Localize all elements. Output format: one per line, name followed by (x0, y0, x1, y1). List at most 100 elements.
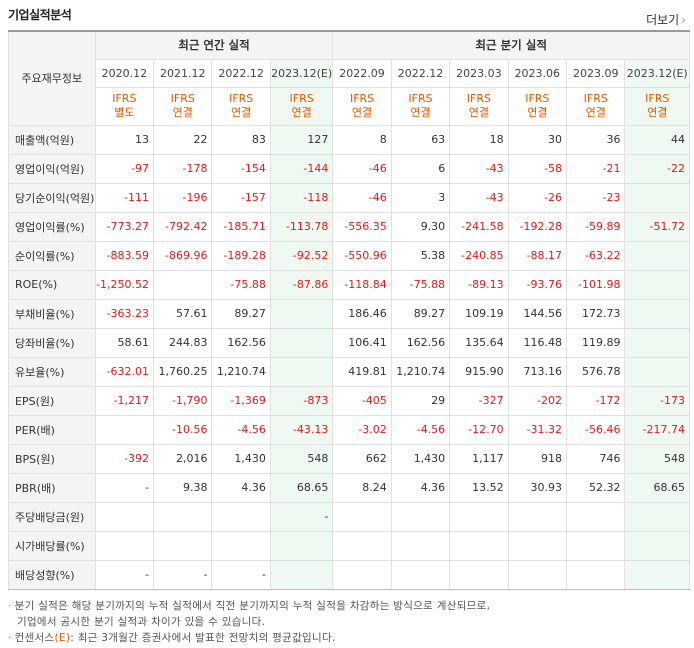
table-cell: -89.13 (449, 269, 509, 300)
table-row: 주당배당금(원) - (8, 501, 690, 532)
table-cell: -46 (332, 182, 392, 213)
table-cell: 13.52 (449, 472, 509, 503)
table-cell: 548 (269, 443, 334, 474)
table-cell: -75.88 (211, 269, 271, 300)
period-date: 2022.09 (332, 58, 392, 88)
row-label: 주당배당금(원) (8, 501, 96, 532)
table-cell: -154 (211, 153, 271, 184)
table-cell (449, 530, 509, 561)
corner-header: 주요재무정보 (8, 30, 96, 126)
table-cell (624, 240, 690, 271)
table-row: 매출액(억원) 13 22 83 127 8 63 18 30 36 44 (8, 124, 690, 155)
row-label: 당기순이익(억원) (8, 182, 96, 213)
table-row: PER(배) -10.56 -4.56 -43.13 -3.02 -4.56 -12.70-… (8, 414, 690, 445)
table-row: 영업이익(억원) -97 -178 -154 -144 -46 6 -43 -58 -21 -22 (8, 153, 690, 184)
table-cell: -93.76 (507, 269, 568, 300)
period-ifrs: IFRS 연결 (566, 86, 626, 126)
table-cell: 9.38 (153, 472, 213, 503)
footnote-2: · 컨센서스(E): 최근 3개월간 증권사에서 발표한 전망치의 평균값입니다. (8, 632, 336, 644)
table-cell (624, 501, 690, 532)
table-cell (94, 530, 155, 561)
table-cell: -46 (332, 153, 392, 184)
row-label: PBR(배) (8, 472, 96, 503)
table-cell: 106.41 (332, 327, 392, 358)
table-cell: - (153, 559, 213, 590)
table-cell: 89.27 (390, 298, 451, 329)
period-ifrs: IFRS 연결 (624, 86, 690, 126)
period-date: 2023.06 (507, 58, 568, 88)
table-cell: -31.32 (507, 414, 568, 445)
table-cell (94, 414, 155, 445)
footnote-2-e: (E) (54, 632, 71, 644)
table-cell: -178 (153, 153, 213, 184)
quarter-header: 최근 분기 실적 (332, 30, 690, 60)
table-cell: -185.71 (211, 211, 271, 242)
footnote-1: · 분기 실적은 해당 분기까지의 누적 실적에서 직전 분기까지의 누적 실적을… (8, 600, 491, 612)
table-cell (153, 269, 213, 300)
table-cell: -240.85 (449, 240, 509, 271)
ifrs-standard: IFRS (112, 92, 137, 105)
financial-table-body: 매출액(억원) 13 22 83 127 8 63 18 30 36 44 영업이익(억원) -97 -1… (8, 124, 690, 590)
table-cell: -792.42 (153, 211, 213, 242)
table-cell: -873 (269, 385, 334, 416)
table-cell (390, 501, 451, 532)
table-cell: 109.19 (449, 298, 509, 329)
table-cell: -43.13 (269, 414, 334, 445)
table-cell: -92.52 (269, 240, 334, 271)
footnote-1-cont: 기업에서 공시한 분기 실적과 차이가 있을 수 있습니다. (17, 616, 266, 628)
table-cell (624, 530, 690, 561)
table-cell: 4.36 (211, 472, 271, 503)
table-cell: 746 (566, 443, 626, 474)
table-cell: -87.86 (269, 269, 334, 300)
table-row: PBR(배) -9.38 4.36 68.65 8.24 4.36 13.52 30.93 52… (8, 472, 690, 503)
table-cell: - (211, 559, 271, 590)
table-cell: -56.46 (566, 414, 626, 445)
table-row: 영업이익률(%) -773.27 -792.42 -185.71 -113.78 -556… (8, 211, 690, 242)
table-cell: 127 (269, 124, 334, 155)
table-cell: 162.56 (211, 327, 271, 358)
table-cell: 13 (94, 124, 155, 155)
table-cell (624, 356, 690, 387)
table-cell (153, 530, 213, 561)
table-cell: - (94, 472, 155, 503)
table-cell: 548 (624, 443, 690, 474)
table-cell: 22 (153, 124, 213, 155)
table-cell: -97 (94, 153, 155, 184)
annual-header: 최근 연간 실적 (94, 30, 334, 60)
table-cell: 172.73 (566, 298, 626, 329)
row-label: 순이익률(%) (8, 240, 96, 271)
table-row: EPS(원) -1,217 -1,790 -1,369 -873 -405 29 -327 -2… (8, 385, 690, 416)
table-cell (211, 501, 271, 532)
table-cell: -869.96 (153, 240, 213, 271)
period-date: 2023.12(E) (269, 58, 334, 88)
more-link[interactable]: 더보기 › (646, 11, 686, 28)
period-date: 2023.12(E) (624, 58, 690, 88)
table-cell (269, 327, 334, 358)
row-label: 당좌비율(%) (8, 327, 96, 358)
period-ifrs: IFRS 연결 (211, 86, 271, 126)
table-cell (269, 356, 334, 387)
period-ifrs: IFRS 연결 (449, 86, 509, 126)
ifrs-standard: IFRS (466, 92, 491, 105)
table-cell: 119.89 (566, 327, 626, 358)
table-cell: -192.28 (507, 211, 568, 242)
table-cell: -59.89 (566, 211, 626, 242)
table-cell: -632.01 (94, 356, 155, 387)
table-cell: -189.28 (211, 240, 271, 271)
row-label: 영업이익(억원) (8, 153, 96, 184)
table-cell: -10.56 (153, 414, 213, 445)
table-row: 유보율(%) -632.01 1,760.25 1,210.74 419.81 1,210… (8, 356, 690, 387)
table-cell (566, 559, 626, 590)
table-cell: 5.38 (390, 240, 451, 271)
table-cell: 915.90 (449, 356, 509, 387)
table-cell (624, 182, 690, 213)
table-cell: -111 (94, 182, 155, 213)
chevron-right-icon: › (681, 13, 686, 27)
table-cell: -773.27 (94, 211, 155, 242)
ifrs-type: 연결 (291, 106, 312, 119)
table-row: BPS(원) -392 2,016 1,430 548 662 1,430 1,117 918 7… (8, 443, 690, 474)
table-cell: -556.35 (332, 211, 392, 242)
table-cell: -173 (624, 385, 690, 416)
table-cell: -405 (332, 385, 392, 416)
